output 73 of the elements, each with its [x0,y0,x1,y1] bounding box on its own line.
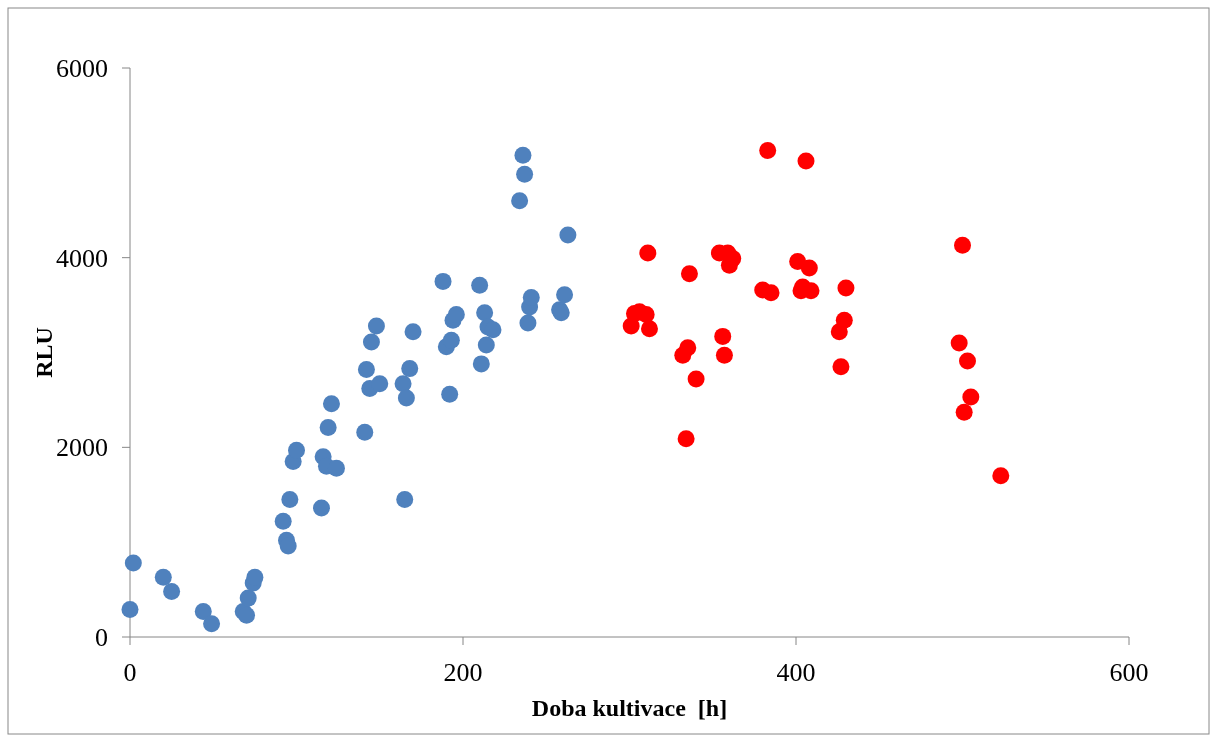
point [830,323,848,341]
point [121,601,139,618]
point [962,388,980,406]
x-axis-title: Doba kultivace [h] [531,695,728,721]
point [194,602,212,620]
point [163,582,181,600]
point [477,336,495,354]
point [319,418,337,436]
point [281,490,299,508]
point [715,346,733,364]
point [519,314,537,332]
point [992,467,1010,485]
y-axis-title: RLU [31,327,57,378]
x-tick-label: 600 [1109,658,1149,687]
point [674,346,692,364]
point [371,375,389,393]
point [950,334,968,352]
point [472,355,490,373]
point [556,286,574,304]
y-tick-label: 4000 [56,243,108,273]
point [797,152,815,170]
x-tick-label: 200 [443,658,483,687]
x-tick-label: 0 [123,658,137,687]
point [471,276,489,294]
point [357,361,375,379]
point [447,306,465,324]
point [637,306,655,324]
point [476,304,494,322]
point [959,352,976,370]
point [687,370,705,388]
point [434,272,452,290]
point [394,375,412,393]
point [759,142,777,160]
point [362,333,380,351]
point [154,568,172,586]
point [559,226,577,244]
y-tick-label: 6000 [56,54,108,84]
point [396,490,414,508]
point [954,236,971,254]
point [800,259,818,277]
point [484,321,502,339]
point [837,279,855,297]
point [203,615,221,633]
point [441,385,459,403]
point [238,606,256,624]
point [832,358,850,376]
point [401,360,419,378]
point [640,320,658,338]
point [639,244,657,262]
point [522,289,540,306]
point [397,389,415,407]
point [622,317,640,335]
point [516,165,534,183]
point [514,146,532,164]
point [955,403,973,421]
point [714,327,732,345]
point [677,430,695,448]
point [239,589,257,607]
point [442,331,460,349]
point [680,265,698,283]
point [288,441,305,459]
y-tick-label: 2000 [56,433,108,463]
point [322,395,340,413]
point [367,317,385,335]
y-tick-label: 0 [95,623,108,653]
point [762,284,780,302]
x-tick-label: 400 [776,658,816,687]
point [312,499,330,517]
point [274,512,292,530]
point [511,192,529,210]
point [404,323,422,341]
point [356,423,374,441]
point [124,554,142,572]
